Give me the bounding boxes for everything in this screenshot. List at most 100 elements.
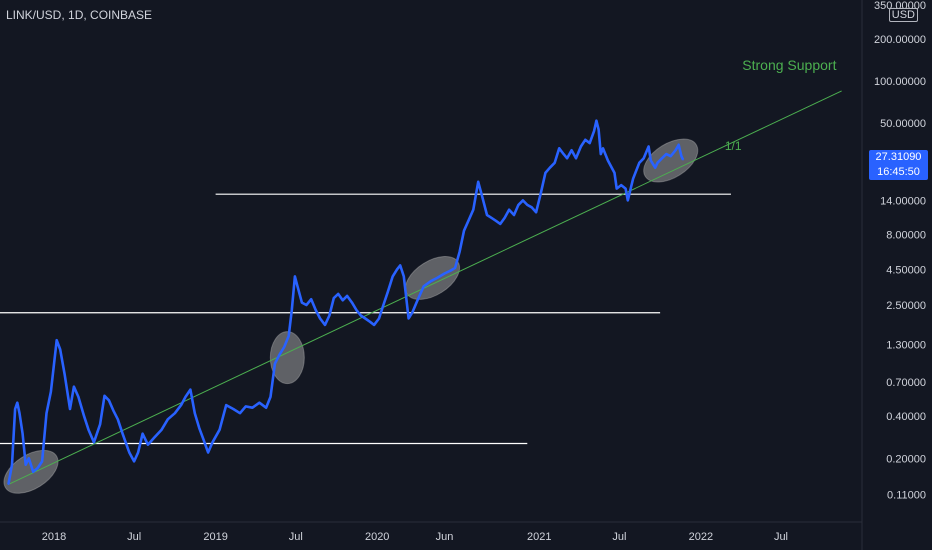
price-point-137 [638,162,640,164]
price-point-73 [351,301,353,304]
price-point-110 [526,204,528,206]
price-point-63 [305,304,307,306]
price-point-133 [620,184,622,186]
price-point-60 [294,275,296,278]
price-point-84 [399,264,401,266]
price-point-92 [443,272,446,275]
price-point-47 [225,404,227,406]
price-point-62 [301,301,303,304]
price-point-102 [490,217,493,219]
y-tick-label-3: 100.00000 [874,76,926,88]
price-point-130 [607,159,609,162]
price-point-94 [454,267,456,269]
price-point-120 [570,149,573,151]
price-point-121 [575,157,577,159]
price-point-88 [416,299,419,301]
price-point-140 [650,159,652,162]
y-tick-label-7: 8.00000 [886,229,926,241]
price-point-51 [251,407,253,409]
price-point-23 [99,423,101,425]
price-point-21 [87,429,90,431]
annotation-1: Strong Support [742,57,836,73]
price-point-76 [364,317,366,320]
price-point-58 [288,335,290,337]
price-point-112 [535,211,537,213]
price-point-32 [141,433,144,435]
price-point-26 [112,409,114,412]
last-price-badge: 27.31090 16:45:50 [869,150,928,180]
annotation-2: 1/1 [725,139,742,153]
price-point-104 [499,223,501,225]
price-point-97 [467,220,470,222]
price-point-28 [122,433,124,435]
highlight-ellipse-1 [3,449,59,494]
price-point-115 [549,167,551,169]
price-point-89 [423,285,425,287]
support-trendline [8,90,842,485]
y-tick-label-4: 50.00000 [880,118,926,130]
price-point-8 [28,457,30,459]
x-tick-label-6: Jun [436,531,454,543]
price-point-95 [458,251,461,253]
price-point-79 [378,317,380,320]
price-point-17 [69,408,71,410]
price-point-126 [595,120,597,122]
price-point-134 [624,187,627,190]
price-point-106 [508,209,510,211]
price-point-42 [198,427,200,429]
price-point-108 [517,204,520,206]
y-tick-label-1: 350.00000 [874,0,926,12]
price-point-12 [45,412,48,414]
price-point-49 [239,412,241,414]
price-point-25 [108,399,110,401]
price-point-111 [531,206,533,208]
price-point-4 [16,402,18,404]
price-point-146 [675,149,677,151]
price-point-113 [540,191,542,193]
price-point-98 [472,209,474,211]
price-point-35 [160,429,163,431]
price-point-39 [184,396,187,398]
price-point-147 [678,144,680,146]
price-point-139 [648,145,650,148]
price-point-129 [602,147,604,149]
price-point-109 [522,199,524,201]
price-point-99 [477,181,479,183]
price-point-116 [554,162,556,164]
price-point-105 [504,217,506,219]
price-point-132 [616,187,618,190]
price-point-85 [403,275,405,278]
price-point-24 [103,395,106,397]
price-point-9 [32,471,34,473]
price-point-69 [333,297,335,299]
price-point-3 [14,408,16,410]
currency-badge[interactable]: USD [888,8,918,22]
x-tick-label-10: Jul [774,531,788,543]
x-tick-label-8: Jul [612,531,626,543]
price-point-59 [291,309,293,311]
price-point-143 [661,157,663,159]
price-point-81 [387,291,389,293]
price-point-144 [665,153,667,155]
price-point-38 [180,404,182,406]
y-tick-label-14: 0.11000 [887,490,926,502]
price-point-96 [463,230,465,232]
price-point-107 [513,214,515,216]
price-point-33 [147,444,149,446]
price-point-19 [77,396,79,398]
price-point-41 [194,412,196,414]
price-point-90 [430,280,432,282]
price-point-136 [632,178,634,180]
price-point-117 [558,147,560,149]
highlight-ellipse-2 [269,331,305,385]
price-point-77 [369,321,371,323]
price-point-103 [495,220,497,222]
price-point-52 [258,402,261,404]
price-point-101 [486,214,488,216]
price-point-66 [319,317,321,320]
x-tick-label-1: 2018 [42,531,66,543]
price-point-91 [436,277,438,279]
price-point-128 [600,153,602,155]
